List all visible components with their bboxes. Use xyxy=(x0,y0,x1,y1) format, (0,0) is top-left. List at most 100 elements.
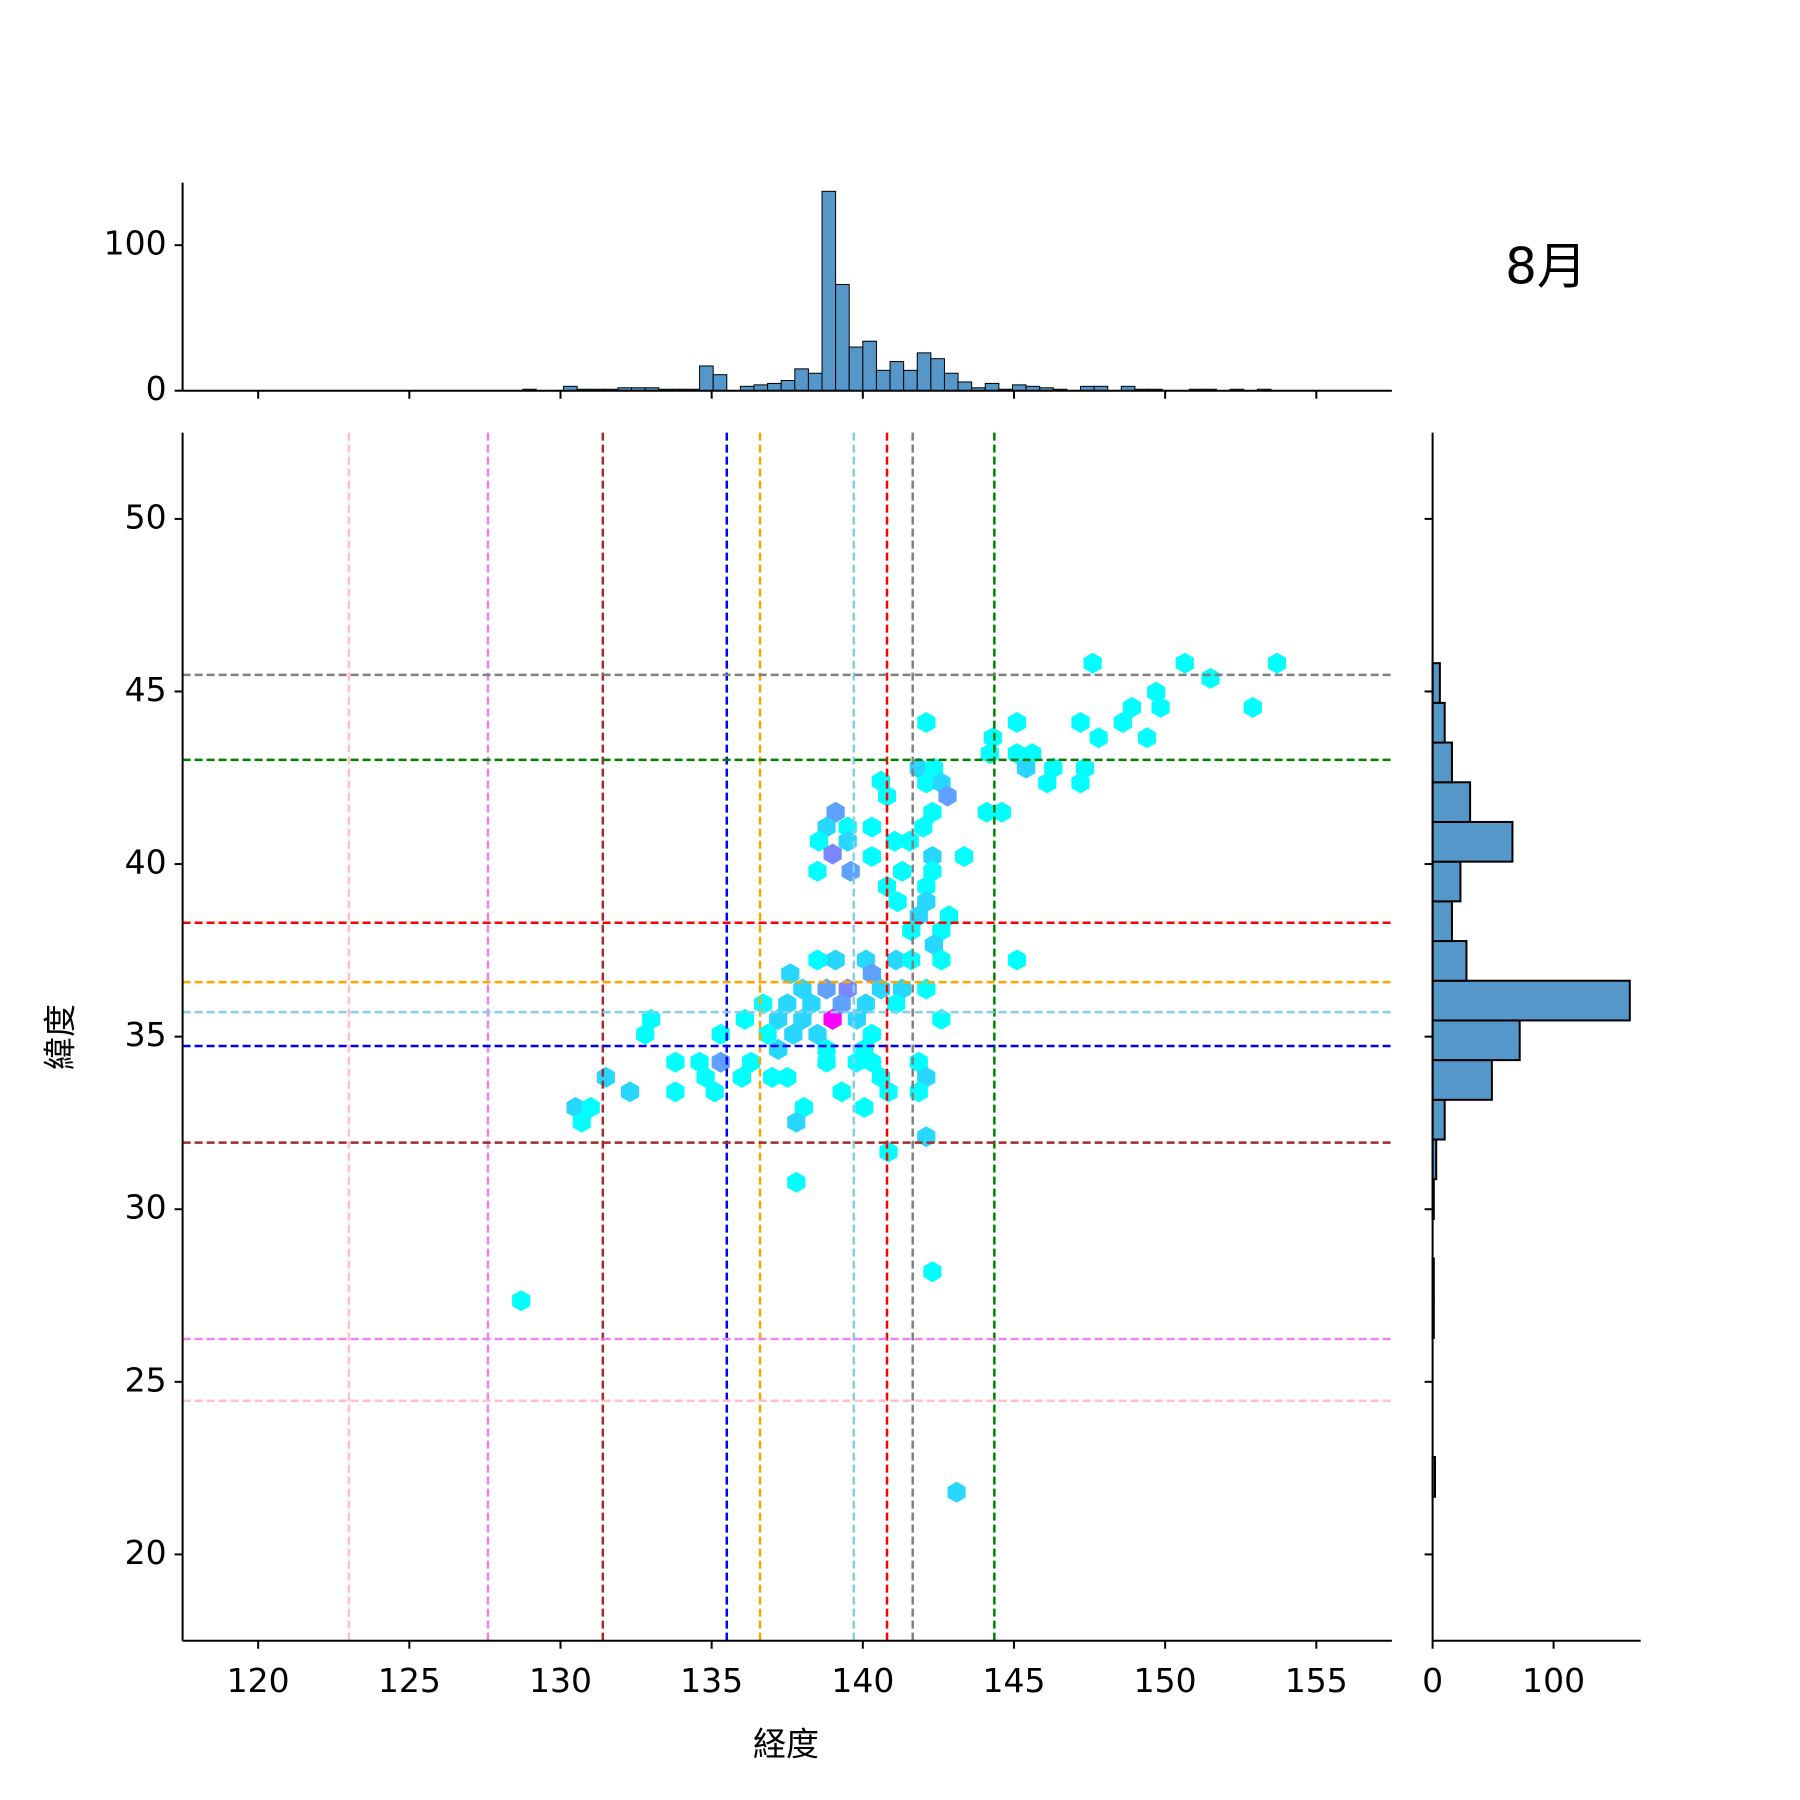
hexbin-cell xyxy=(1017,757,1036,779)
histogram-bar xyxy=(889,361,905,392)
hexbin-cell xyxy=(711,1051,730,1073)
histogram-bar xyxy=(862,340,877,392)
hexbin-cell xyxy=(781,963,800,985)
hexbin-cell xyxy=(917,1066,936,1088)
histogram-bar xyxy=(699,365,714,392)
hexbin-cell xyxy=(932,1008,951,1030)
hexbin-cell xyxy=(838,830,857,852)
hexbin-cell xyxy=(917,712,936,733)
histogram-bar xyxy=(767,382,782,392)
x-tick-label: 100 xyxy=(1522,1661,1585,1700)
hexbin-cell xyxy=(802,993,821,1015)
y-tick-label: 40 xyxy=(125,843,167,882)
hexbin-cell xyxy=(778,1066,797,1088)
histogram-bar xyxy=(780,380,796,392)
hexbin-cell xyxy=(793,1008,812,1030)
hexbin-cell xyxy=(862,846,881,867)
histogram-bar xyxy=(916,352,932,392)
hexbin-cell xyxy=(838,816,857,838)
histogram-bar xyxy=(1431,1019,1521,1062)
histogram-bar xyxy=(794,368,809,392)
hexbin-cell xyxy=(826,949,845,971)
hexbin-cell xyxy=(902,949,921,971)
hexbin-cell xyxy=(893,860,912,882)
hexbin-cell xyxy=(888,891,907,913)
hexbin-cell xyxy=(909,757,928,779)
hexbin-cell xyxy=(778,993,797,1015)
hexbin-cell xyxy=(1175,652,1194,674)
y-tick-label: 25 xyxy=(125,1360,167,1399)
hexbin-cell xyxy=(808,860,827,882)
hexbin-cell xyxy=(1075,757,1095,779)
hexbin-cell xyxy=(923,801,942,823)
hexbin-cell xyxy=(620,1081,640,1103)
hexbin-cell xyxy=(666,1081,685,1103)
y-tick-label: 30 xyxy=(125,1188,167,1227)
histogram-bar xyxy=(1431,900,1453,943)
histogram-bar xyxy=(943,372,959,392)
histogram-bar xyxy=(1431,979,1631,1022)
hexbin-cell xyxy=(1089,727,1108,749)
hexbin-cell xyxy=(877,876,897,897)
hexbin-cell xyxy=(636,1023,655,1045)
hexbin-cell xyxy=(787,1111,806,1133)
hexbin-cell xyxy=(932,920,951,942)
x-axis-label: 経度 xyxy=(753,1725,819,1764)
hexbin-cell xyxy=(955,846,974,867)
hexbin-cell xyxy=(887,949,906,971)
histogram-bar xyxy=(1431,741,1453,784)
hexbin-cell xyxy=(1083,652,1102,674)
hexbin-cell xyxy=(887,993,906,1015)
histogram-bar xyxy=(1431,781,1472,823)
hexbin-cell xyxy=(758,1023,777,1045)
hexbin-cell xyxy=(1151,696,1170,718)
hexbin-cell xyxy=(856,993,875,1015)
histogram-bar xyxy=(1431,820,1514,863)
hexbin-cell xyxy=(909,1051,928,1073)
hexbin-cell xyxy=(817,1051,836,1073)
annotation: 8月 xyxy=(1505,238,1587,296)
hexbin-cell xyxy=(977,801,996,823)
y-tick-label: 45 xyxy=(125,670,167,709)
y-tick-label: 0 xyxy=(146,369,167,408)
hexbin-cell xyxy=(754,993,773,1015)
histogram-bar xyxy=(875,369,891,392)
hexbin-cell xyxy=(879,1081,898,1103)
hexbin-cell xyxy=(1038,772,1057,794)
hexbin-cell xyxy=(769,1008,788,1030)
hexbin-cell xyxy=(809,830,829,852)
hexbin-cell xyxy=(808,949,827,971)
hexbin-cell xyxy=(900,830,919,852)
hexbin-cell xyxy=(1007,712,1027,733)
histogram-bar xyxy=(903,369,918,392)
hexbin-cell xyxy=(1201,667,1220,689)
hexbin-cell xyxy=(847,1051,866,1073)
histogram-bar xyxy=(712,374,728,392)
hexbin-cell xyxy=(1007,949,1027,971)
hexbin-cell xyxy=(794,1096,813,1118)
hexbin-cell xyxy=(992,801,1011,823)
y-axis-label: 緯度 xyxy=(41,1004,80,1070)
hexbin-cell xyxy=(841,860,860,882)
hexbin-cell xyxy=(902,920,921,942)
hexbin-cell xyxy=(512,1290,531,1312)
histogram-bar xyxy=(984,382,1000,392)
histogram-bar xyxy=(1431,701,1446,744)
hexbin-cell xyxy=(983,727,1002,749)
hexbin-cell xyxy=(917,772,936,794)
hexbin-cell xyxy=(855,1096,874,1118)
hexbin-cell xyxy=(784,1023,803,1045)
hexbin-cell xyxy=(832,993,851,1015)
hexbin-cell xyxy=(938,785,957,807)
hexbin-cell xyxy=(1113,712,1132,733)
hexbin-cell xyxy=(817,816,836,838)
hexbin-cell xyxy=(666,1051,685,1073)
hexbin-cell xyxy=(832,1081,851,1103)
hexbin-cell xyxy=(862,816,881,838)
histogram-bar xyxy=(1431,860,1462,903)
y-tick-label: 20 xyxy=(125,1533,167,1572)
hexbin-cell xyxy=(909,905,928,927)
hexbin-cell xyxy=(924,934,943,956)
hexbin-cell xyxy=(923,846,942,867)
histogram-bar xyxy=(848,346,864,392)
